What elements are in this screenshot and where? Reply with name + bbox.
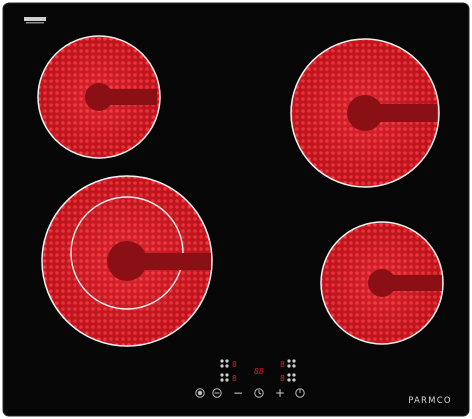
cooking-zone-top-left[interactable] [37,35,161,159]
zone-center [107,241,147,281]
zone-sensor-arm [365,104,437,122]
zone-display-top-right: 8 [280,360,285,369]
timer-display: 88 [254,367,264,376]
brand-name: PARMCO [408,396,451,406]
zone-power-button[interactable] [295,388,305,398]
timer-button[interactable] [254,388,264,398]
power-icon [197,390,203,396]
zone-sensor-arm [99,89,157,105]
zone-display-bottom-left: 8 [232,374,237,383]
cooking-zone-bottom-left-dual[interactable] [41,175,213,347]
minus-button[interactable]: − [233,386,243,400]
lock-button[interactable] [212,388,222,398]
plus-button[interactable]: + [275,386,285,400]
zone-display-top-left: 8 [232,360,237,369]
control-panel: 8 8 88 8 8 − + [195,359,305,400]
zone-indicator-dots-left [220,359,229,382]
logo-mark [24,17,46,24]
zone-center [85,83,113,111]
power-button[interactable] [195,388,205,398]
zone-sensor-arm [382,275,442,291]
cooking-zone-bottom-right[interactable] [320,221,444,345]
zone-display-bottom-right: 8 [280,374,285,383]
zone-center [368,269,396,297]
zone-center [347,95,383,131]
zone-sensor-arm [127,253,211,270]
cooking-zone-top-right[interactable] [290,38,440,188]
zone-indicator-dots-right [287,359,296,382]
